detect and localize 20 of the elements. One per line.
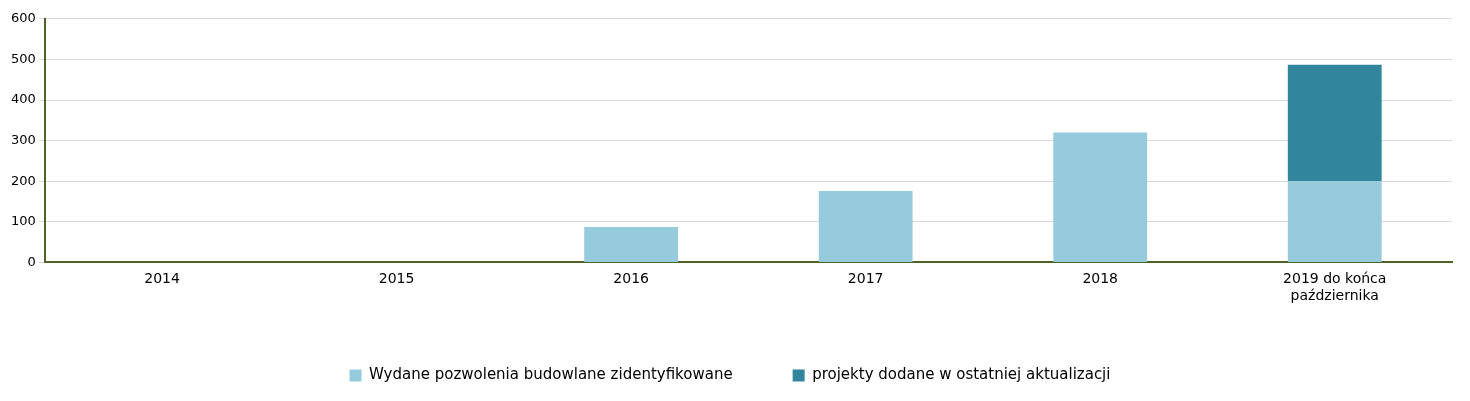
y-tick-label: 600 [10,10,36,26]
x-tick-label: 2014 [144,270,180,287]
x-tick-label: 2017 [847,270,884,287]
y-tick-label: 100 [10,213,36,229]
legend-label: projekty dodane w ostatniej aktualizacji [812,365,1111,384]
y-tick-label: 400 [10,91,36,107]
y-tick-label: 300 [10,131,36,147]
x-tick-label: 2018 [1082,270,1119,287]
y-tick-label: 200 [10,172,36,188]
y-tick-label: 0 [27,253,36,269]
bar [584,227,679,262]
bar [818,190,913,262]
legend-label: Wydane pozwolenia budowlane zidentyfikowane [369,365,733,384]
bar [1287,181,1382,262]
y-tick-label: 500 [10,50,36,66]
x-tick-label: 2015 [378,270,415,287]
x-tick-label: 2016 [613,270,650,287]
bar [1287,64,1382,182]
x-tick-label: 2019 do końca października [1283,270,1387,304]
bar [1053,132,1148,262]
